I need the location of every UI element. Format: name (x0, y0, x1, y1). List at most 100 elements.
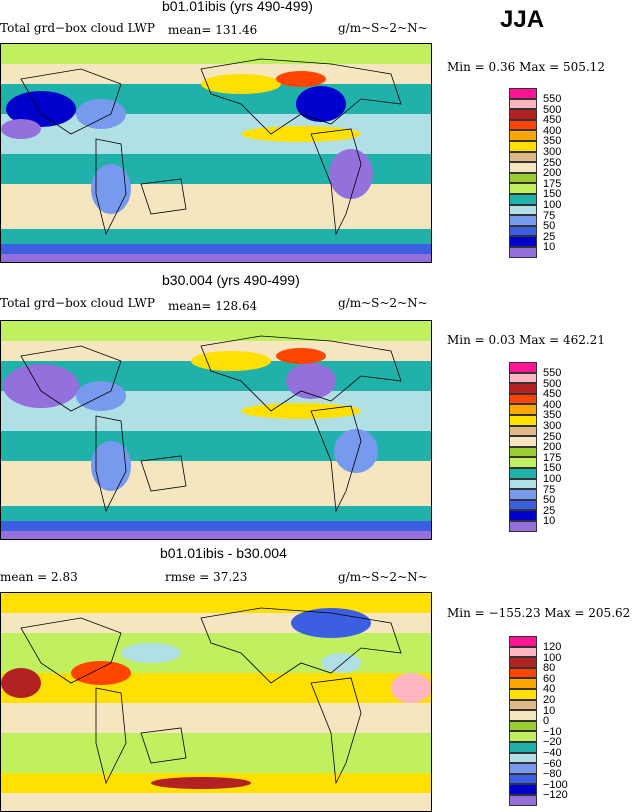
colorbar-label: 10 (543, 515, 556, 528)
colorbar-box (509, 436, 537, 447)
colorbar-box (509, 246, 537, 258)
contour-region (91, 164, 131, 214)
colorbar-box (509, 657, 537, 668)
colorbar-box (509, 404, 537, 415)
colorbar-label: 80 (543, 662, 556, 675)
colorbar-label: 10 (543, 704, 556, 717)
contour-band (1, 593, 431, 613)
colorbar-label: 0 (543, 715, 550, 728)
colorbar-label: 250 (543, 156, 562, 169)
coastline (200, 58, 402, 135)
contour-region (191, 351, 271, 371)
colorbar-label: 350 (543, 135, 562, 148)
colorbar-box (509, 720, 537, 732)
panel3-mean: mean = 2.83 (0, 570, 78, 584)
panel1-mean: mean= 131.46 (168, 23, 258, 37)
colorbar-label: 10 (543, 241, 556, 254)
coastline (310, 405, 362, 513)
colorbar-label: 400 (543, 398, 562, 411)
coastline (95, 138, 127, 236)
panel1-colorbar (509, 88, 537, 258)
colorbar-box (509, 784, 537, 795)
panel1-map (0, 43, 432, 263)
contour-band (1, 531, 431, 539)
coastline (310, 128, 362, 236)
colorbar-label: 50 (543, 494, 556, 507)
colorbar-box (509, 162, 537, 173)
coastline (140, 178, 187, 215)
colorbar-box (509, 678, 537, 689)
contour-band (1, 673, 431, 703)
panel2-colorbar (509, 362, 537, 532)
colorbar-box (509, 383, 537, 394)
contour-band (1, 521, 431, 531)
colorbar-label: 250 (543, 430, 562, 443)
coastline (200, 335, 402, 412)
colorbar-box (509, 130, 537, 141)
colorbar-box (509, 467, 537, 479)
coastline (140, 727, 187, 764)
coastline (20, 68, 122, 135)
panel2-minmax: Min = 0.03 Max = 462.21 (447, 333, 605, 347)
contour-region (334, 429, 378, 473)
colorbar-label: 20 (543, 694, 556, 706)
colorbar-box (509, 119, 537, 131)
colorbar-box (509, 446, 537, 458)
colorbar-box (509, 204, 537, 216)
contour-region (276, 71, 326, 87)
colorbar-label: 40 (543, 683, 556, 696)
contour-band (1, 733, 431, 773)
contour-region (296, 86, 346, 122)
contour-region (121, 643, 181, 663)
colorbar-box (509, 172, 537, 184)
colorbar-box (509, 646, 537, 658)
colorbar-box (509, 763, 537, 774)
coastline (95, 687, 127, 785)
colorbar-label: 175 (543, 451, 562, 464)
colorbar-label: 500 (543, 103, 562, 116)
colorbar-label: −80 (543, 768, 562, 781)
contour-region (1, 119, 41, 139)
contour-region (1, 668, 41, 698)
colorbar-box (509, 741, 537, 753)
contour-band (1, 321, 431, 341)
colorbar-label: 60 (543, 672, 556, 685)
panel2-title: b30.004 (yrs 490-499) (162, 272, 300, 288)
colorbar-label: 450 (543, 388, 562, 401)
colorbar-box (509, 109, 537, 120)
colorbar-label: 350 (543, 409, 562, 422)
contour-region (6, 91, 76, 127)
contour-band (1, 44, 431, 64)
colorbar-box (509, 752, 537, 764)
panel3-colorbar (509, 636, 537, 806)
colorbar-box (509, 225, 537, 237)
contour-region (241, 126, 361, 142)
colorbar-box (509, 215, 537, 226)
colorbar-label: 150 (543, 462, 562, 475)
coastline (310, 677, 362, 785)
colorbar-box (509, 362, 537, 373)
contour-region (291, 608, 371, 638)
contour-region (241, 403, 361, 419)
colorbar-box (509, 425, 537, 437)
contour-band (1, 793, 431, 811)
contour-band (1, 633, 431, 673)
contour-region (151, 777, 251, 789)
contour-region (91, 441, 131, 491)
contour-region (286, 363, 336, 399)
colorbar-box (509, 88, 537, 99)
colorbar-box (509, 499, 537, 511)
panel2-mean: mean= 128.64 (168, 299, 258, 313)
panel2-variable: Total grd−box cloud LWP (0, 296, 155, 310)
coastline (20, 617, 122, 684)
colorbar-label: 550 (543, 93, 562, 105)
colorbar-label: 300 (543, 146, 562, 158)
colorbar-label: 120 (543, 641, 562, 653)
panel1-title: b01.01ibis (yrs 490-499) (162, 0, 313, 14)
colorbar-box (509, 710, 537, 721)
colorbar-box (509, 372, 537, 384)
colorbar-box (509, 457, 537, 468)
panel3-rmse: rmse = 37.23 (165, 570, 248, 584)
colorbar-label: 100 (543, 651, 562, 664)
colorbar-label: 75 (543, 483, 556, 496)
